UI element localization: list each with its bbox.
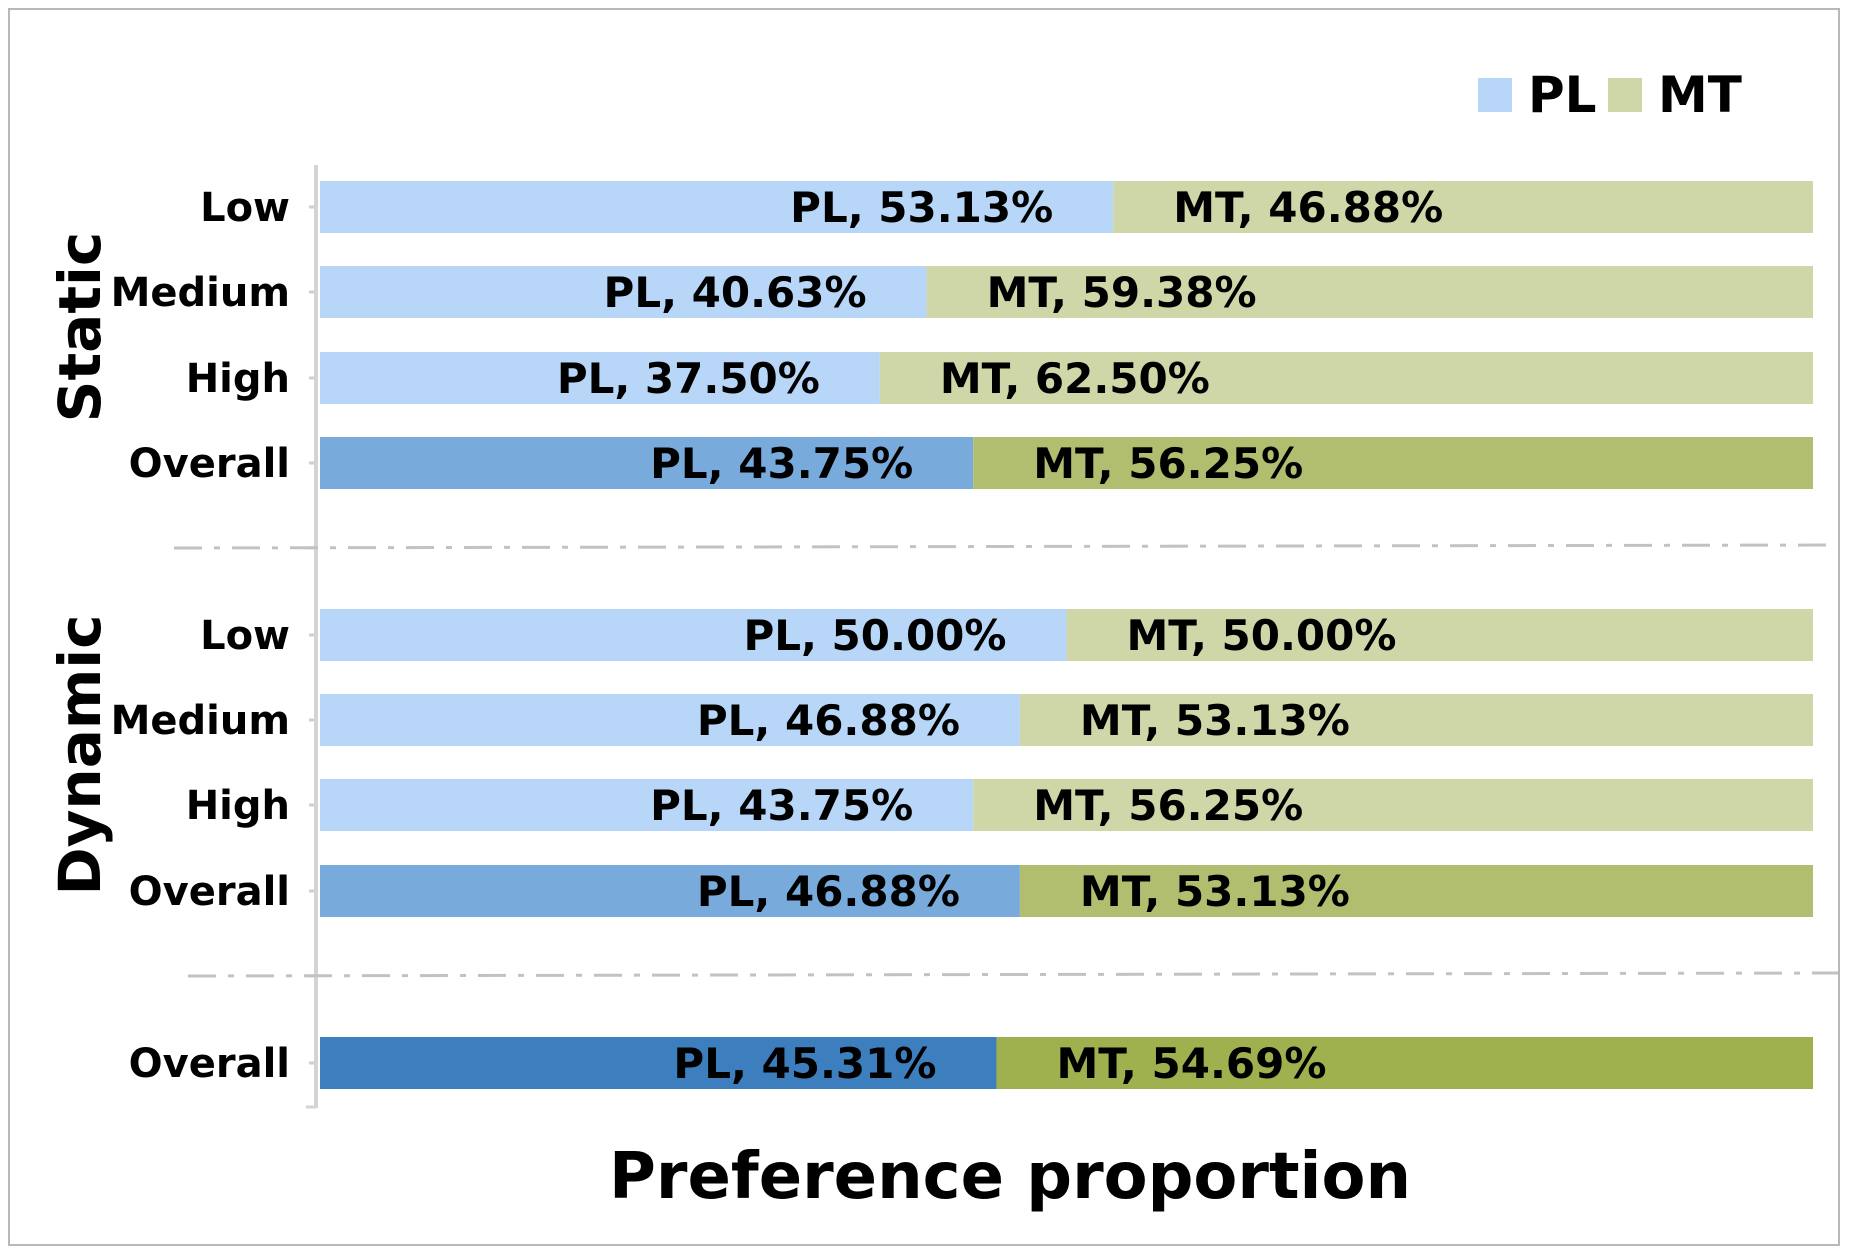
data-label-pl-0: PL, 53.13% — [790, 183, 1053, 232]
bar-pl-1 — [320, 266, 927, 318]
data-label-mt-8: MT, 54.69% — [1056, 1039, 1326, 1088]
legend-swatch-mt — [1608, 78, 1642, 112]
bar-mt-5 — [1019, 694, 1813, 746]
bar-pl-0 — [320, 181, 1114, 233]
group-label-static: Static — [46, 232, 114, 423]
data-label-pl-2: PL, 37.50% — [557, 354, 820, 403]
category-label-3: Overall — [129, 441, 290, 487]
bar-pl-5 — [320, 694, 1020, 746]
bars-layer — [320, 181, 1813, 1089]
bar-mt-3 — [973, 437, 1813, 489]
category-label-5: Medium — [111, 698, 290, 744]
data-label-pl-3: PL, 43.75% — [650, 439, 913, 488]
data-label-pl-6: PL, 43.75% — [650, 781, 913, 830]
bar-pl-2 — [320, 352, 880, 404]
data-label-mt-4: MT, 50.00% — [1127, 611, 1397, 660]
legend-label-mt: MT — [1658, 66, 1742, 124]
bar-pl-7 — [320, 865, 1020, 917]
data-label-pl-5: PL, 46.88% — [697, 696, 960, 745]
data-label-mt-2: MT, 62.50% — [940, 354, 1210, 403]
bar-mt-2 — [879, 352, 1813, 404]
bar-mt-0 — [1113, 181, 1813, 233]
data-label-mt-3: MT, 56.25% — [1033, 439, 1303, 488]
category-label-4: Low — [200, 613, 290, 659]
data-label-pl-7: PL, 46.88% — [697, 867, 960, 916]
bar-mt-8 — [996, 1037, 1813, 1089]
bar-mt-7 — [1019, 865, 1813, 917]
y-axis — [306, 165, 318, 1109]
category-label-8: Overall — [129, 1041, 290, 1087]
group-dividers — [173, 543, 1839, 978]
group-divider-0 — [173, 543, 1839, 550]
category-label-2: High — [186, 356, 290, 402]
data-label-mt-7: MT, 53.13% — [1080, 867, 1350, 916]
data-label-mt-6: MT, 56.25% — [1033, 781, 1303, 830]
bar-pl-4 — [320, 609, 1067, 661]
group-divider-1 — [187, 971, 1839, 978]
legend: PL MT — [1478, 66, 1742, 124]
data-label-pl-4: PL, 50.00% — [743, 611, 1006, 660]
category-label-1: Medium — [111, 270, 290, 316]
bar-mt-4 — [1066, 609, 1813, 661]
data-label-mt-5: MT, 53.13% — [1080, 696, 1350, 745]
legend-label-pl: PL — [1528, 66, 1597, 124]
legend-swatch-pl — [1478, 78, 1512, 112]
bar-labels-layer: PL, 53.13% MT, 46.88% PL, 40.63% MT, 59.38%… — [557, 183, 1443, 1088]
category-labels: Low Medium High Overall Low Medium High Overall… — [111, 185, 290, 1087]
data-label-pl-1: PL, 40.63% — [604, 268, 867, 317]
bar-pl-8 — [320, 1037, 997, 1089]
bar-pl-3 — [320, 437, 974, 489]
bar-pl-6 — [320, 779, 974, 831]
bar-mt-1 — [926, 266, 1813, 318]
x-axis-title: Preference proportion — [609, 1140, 1411, 1214]
chart-frame — [8, 8, 1840, 1246]
category-label-0: Low — [200, 185, 290, 231]
category-label-6: High — [186, 783, 290, 829]
group-labels: Static Dynamic — [46, 232, 114, 896]
data-label-mt-0: MT, 46.88% — [1173, 183, 1443, 232]
group-label-dynamic: Dynamic — [46, 614, 114, 895]
data-label-pl-8: PL, 45.31% — [673, 1039, 936, 1088]
category-label-7: Overall — [129, 869, 290, 915]
bar-mt-6 — [973, 779, 1813, 831]
data-label-mt-1: MT, 59.38% — [987, 268, 1257, 317]
